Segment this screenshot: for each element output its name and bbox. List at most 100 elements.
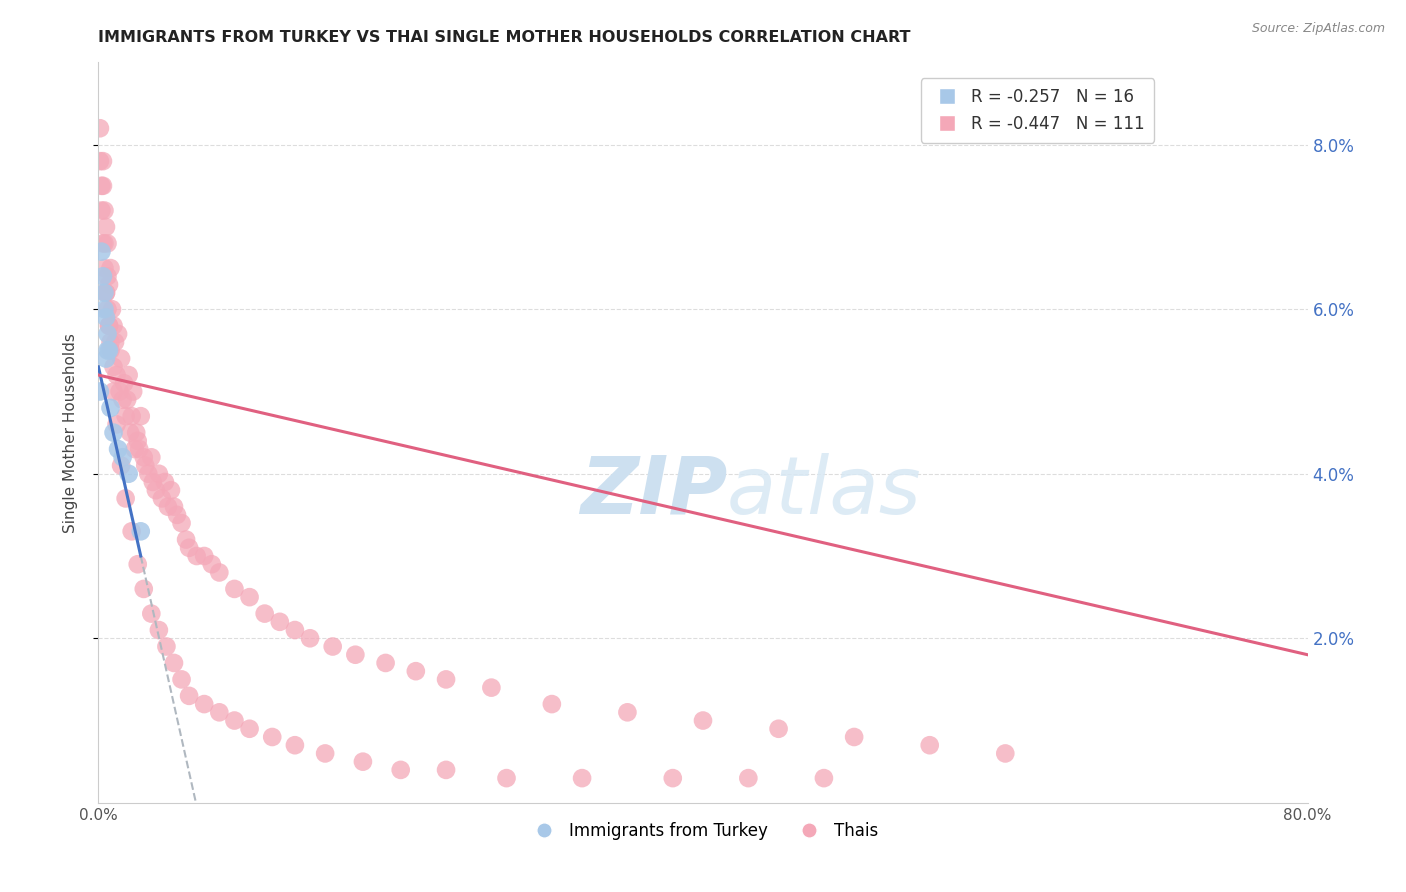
Point <box>114 409 136 424</box>
Point <box>150 491 173 506</box>
Point <box>94 285 117 300</box>
Point <box>155 640 177 654</box>
Point <box>170 516 193 530</box>
Point <box>91 269 114 284</box>
Point <box>90 178 112 193</box>
Point <box>174 533 197 547</box>
Point <box>239 722 262 736</box>
Point <box>179 689 201 703</box>
Point <box>103 425 125 440</box>
Point <box>124 442 146 456</box>
Point <box>132 582 155 596</box>
Point <box>121 409 143 424</box>
Point <box>160 483 183 498</box>
Point <box>112 376 135 391</box>
Point <box>616 706 638 720</box>
Point <box>129 524 152 539</box>
Point <box>103 318 125 333</box>
Point <box>100 335 122 350</box>
Text: ZIP: ZIP <box>579 453 727 531</box>
Point <box>153 475 176 489</box>
Point <box>105 368 128 382</box>
Point <box>105 417 128 432</box>
Point <box>193 697 215 711</box>
Point <box>193 549 215 563</box>
Point <box>98 318 121 333</box>
Point <box>481 681 503 695</box>
Point <box>208 566 231 580</box>
Point <box>91 236 114 251</box>
Point <box>136 467 159 481</box>
Point <box>142 475 165 489</box>
Point <box>96 236 118 251</box>
Point <box>208 706 231 720</box>
Point <box>434 763 457 777</box>
Point <box>111 450 134 465</box>
Point <box>434 673 457 687</box>
Point <box>94 310 117 325</box>
Point <box>322 640 344 654</box>
Point <box>269 615 291 629</box>
Point <box>104 335 127 350</box>
Point <box>405 664 427 678</box>
Point <box>91 154 114 169</box>
Point <box>94 285 117 300</box>
Point <box>100 343 122 358</box>
Point <box>163 500 186 514</box>
Point <box>141 607 163 621</box>
Point <box>166 508 188 522</box>
Point <box>101 302 124 317</box>
Point <box>253 607 276 621</box>
Point <box>103 359 125 374</box>
Point <box>100 261 122 276</box>
Point <box>344 648 367 662</box>
Point <box>98 343 121 358</box>
Point <box>93 302 115 317</box>
Point <box>813 771 835 785</box>
Point <box>93 236 115 251</box>
Point <box>90 244 112 259</box>
Point <box>107 442 129 456</box>
Point <box>115 392 138 407</box>
Point <box>239 590 262 604</box>
Point <box>768 722 790 736</box>
Point <box>495 771 517 785</box>
Point <box>127 558 149 572</box>
Text: atlas: atlas <box>727 453 922 531</box>
Legend: Immigrants from Turkey, Thais: Immigrants from Turkey, Thais <box>520 815 886 847</box>
Point <box>114 491 136 506</box>
Point <box>374 656 396 670</box>
Point <box>844 730 866 744</box>
Point <box>692 714 714 728</box>
Point <box>994 747 1017 761</box>
Point <box>98 318 121 333</box>
Point <box>96 269 118 284</box>
Point <box>737 771 759 785</box>
Point <box>100 401 122 415</box>
Point <box>118 368 141 382</box>
Point <box>156 500 179 514</box>
Point <box>89 384 111 399</box>
Point <box>91 178 114 193</box>
Point <box>132 450 155 465</box>
Point <box>170 673 193 687</box>
Point <box>129 409 152 424</box>
Point <box>571 771 593 785</box>
Point <box>145 483 167 498</box>
Point <box>122 384 145 399</box>
Point <box>179 541 201 555</box>
Point <box>90 203 112 218</box>
Point <box>262 730 284 744</box>
Point <box>111 392 134 407</box>
Point <box>94 219 117 234</box>
Point <box>661 771 683 785</box>
Point <box>96 302 118 317</box>
Point <box>134 458 156 473</box>
Point <box>127 434 149 448</box>
Point <box>94 351 117 366</box>
Point <box>284 623 307 637</box>
Point <box>186 549 208 563</box>
Point <box>93 285 115 300</box>
Point <box>540 697 562 711</box>
Point <box>93 261 115 276</box>
